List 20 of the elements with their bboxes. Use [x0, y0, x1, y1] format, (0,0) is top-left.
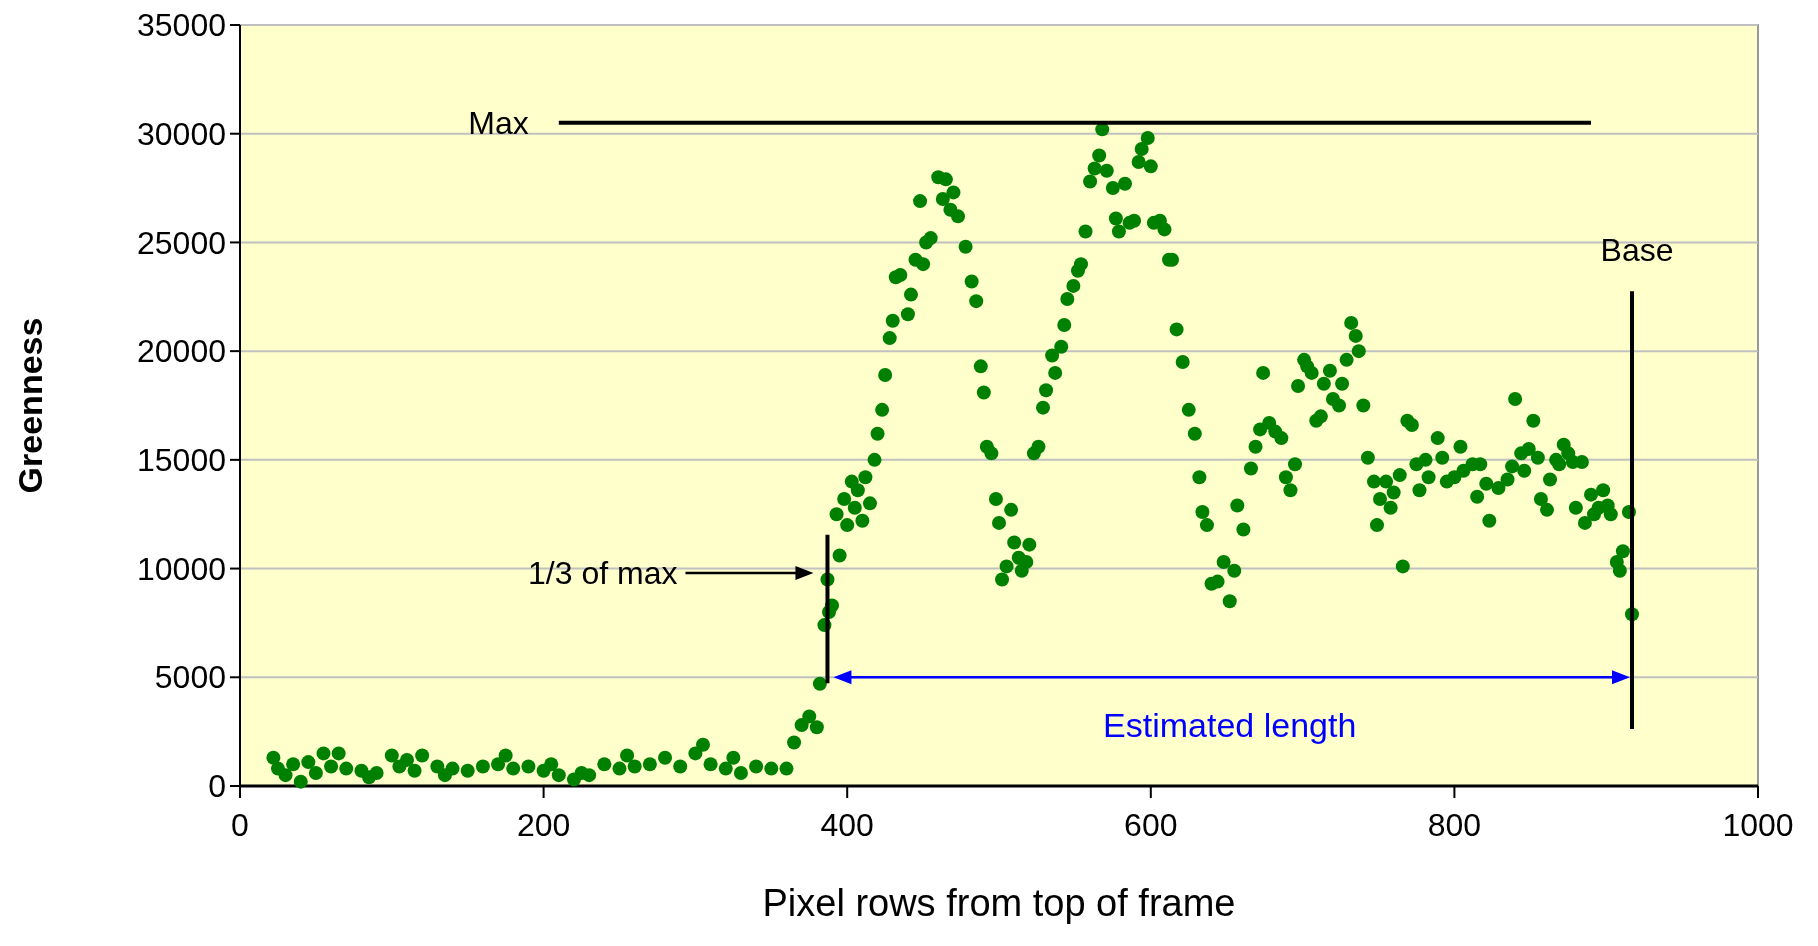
y-tick-label: 20000 [137, 333, 226, 370]
x-tick-label: 200 [516, 807, 571, 843]
y-tick-label: 35000 [137, 7, 226, 44]
y-tick-label: 30000 [137, 115, 226, 152]
y-axis-title: Greenness [11, 317, 49, 494]
x-tick-label: 1000 [1722, 807, 1794, 843]
x-tick-label: 0 [231, 807, 249, 843]
y-tick-label: 10000 [137, 550, 226, 587]
x-axis-title: Pixel rows from top of frame [762, 882, 1236, 924]
annotation: Estimated length [1103, 706, 1357, 745]
y-tick-label: 15000 [137, 442, 226, 479]
ref-line-label: Max [468, 105, 529, 142]
y-tick-label: 5000 [154, 659, 226, 696]
annotation: 1/3 of max [528, 555, 678, 592]
y-tick-label: 25000 [137, 224, 226, 261]
x-tick-label: 800 [1427, 807, 1482, 843]
x-tick-label: 600 [1124, 807, 1178, 843]
y-tick-label: 0 [208, 768, 226, 805]
x-tick-label: 400 [820, 807, 874, 843]
ref-line-label: Base [1600, 232, 1674, 269]
